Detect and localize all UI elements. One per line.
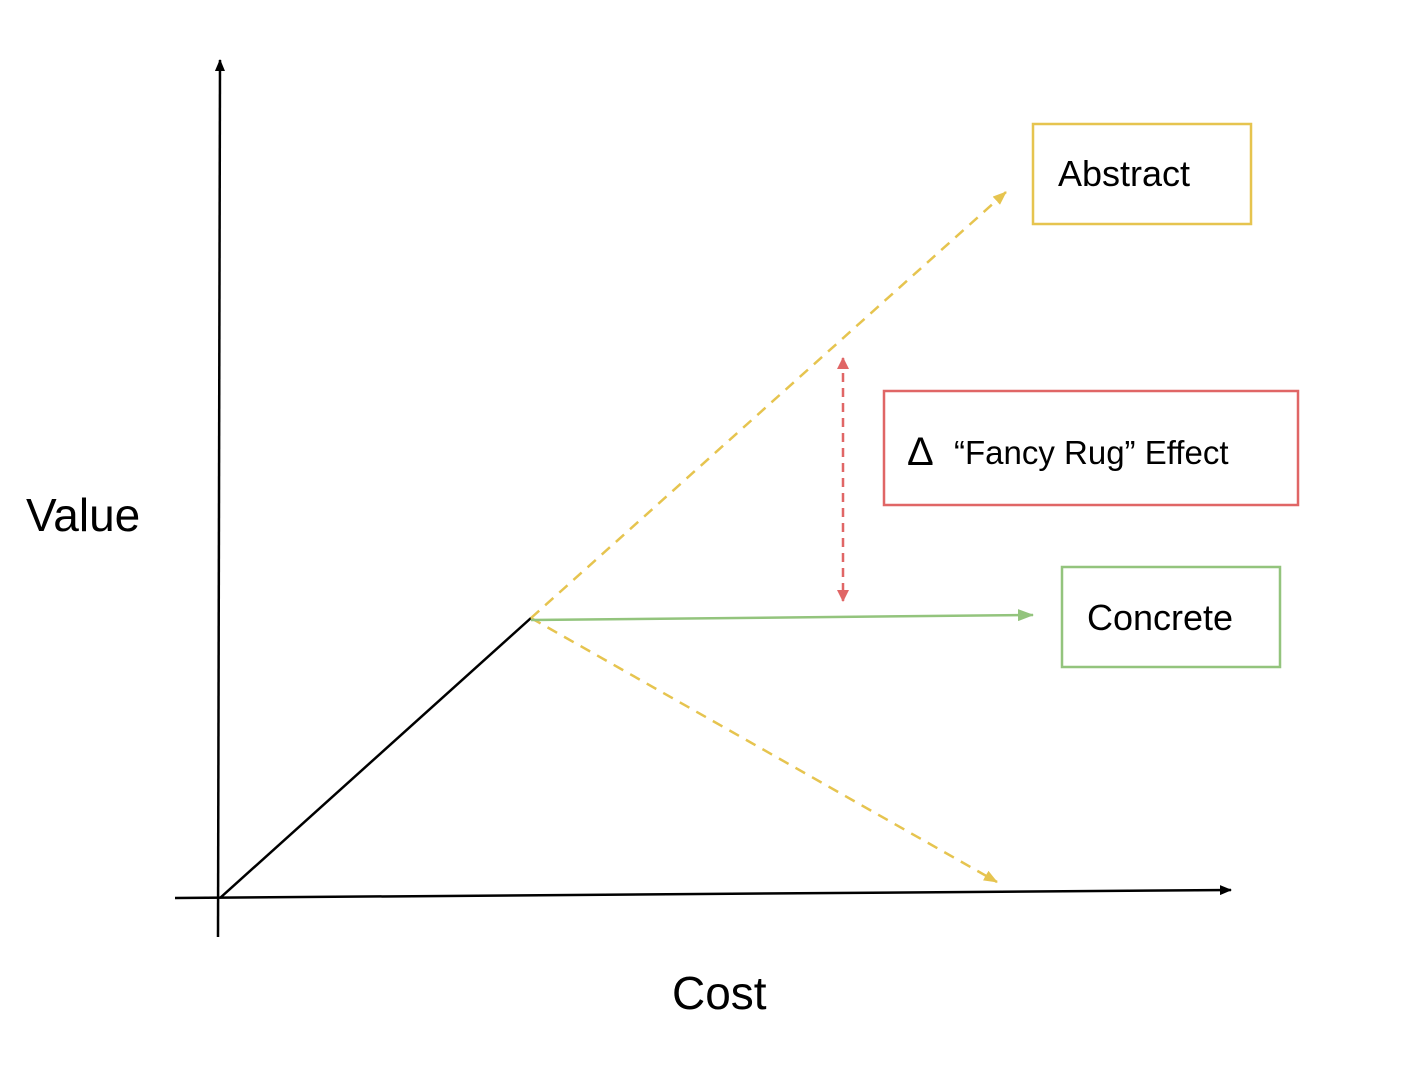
abstract-box: Abstract [1031, 122, 1253, 226]
fancy-rug-effect-label: “Fancy Rug” Effect [954, 434, 1229, 471]
delta-symbol: Δ [907, 430, 934, 474]
baseline-growth-line [219, 617, 532, 899]
fancy-rug-effect-box: Δ “Fancy Rug” Effect [882, 389, 1300, 507]
concrete-arrow [530, 609, 1034, 622]
concrete-box: Concrete [1060, 565, 1282, 669]
concrete-label: Concrete [1087, 597, 1233, 638]
abstract-lower-dashed-arrow [530, 616, 998, 884]
abstract-label: Abstract [1058, 153, 1190, 194]
y-axis-label: Value [26, 489, 140, 541]
x-axis [174, 885, 1232, 900]
y-axis [214, 59, 225, 938]
x-axis-label: Cost [672, 967, 767, 1019]
